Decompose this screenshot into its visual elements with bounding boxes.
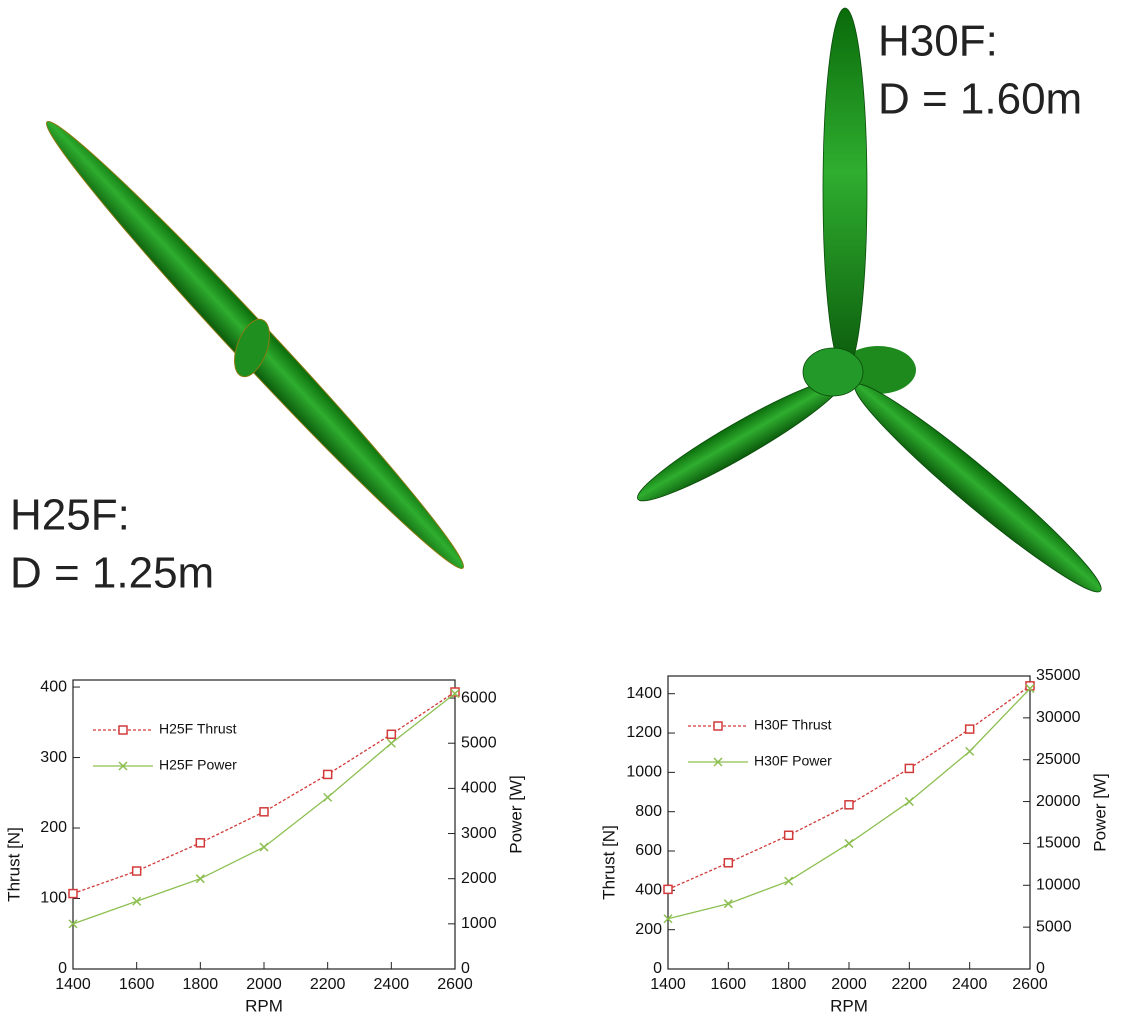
propeller-label: D = 1.25m [10, 549, 214, 598]
y-tick-label: 1000 [626, 764, 662, 781]
x-tick-label: 2200 [310, 976, 346, 993]
square-marker [845, 801, 853, 809]
x-tick-label: 2400 [374, 976, 410, 993]
series [664, 682, 1034, 894]
y2-tick-label: 35000 [1036, 667, 1081, 684]
x-marker [845, 839, 853, 847]
x-tick-label: 2400 [952, 976, 988, 993]
x-marker [724, 900, 732, 908]
x-marker [966, 747, 974, 755]
x-marker [905, 798, 913, 806]
y2-tick-label: 0 [1036, 960, 1045, 977]
y-axis-title: Thrust [N] [599, 825, 618, 900]
x-marker [387, 739, 395, 747]
x-tick-label: 2600 [437, 976, 473, 993]
x-tick-label: 2200 [892, 976, 928, 993]
x-tick-label: 2000 [831, 976, 867, 993]
y-tick-label: 400 [40, 678, 67, 695]
square-marker [451, 688, 459, 696]
y-axis-title: Thrust [N] [4, 827, 23, 902]
page: H25F: D = 1.25m H30F: D = 1.60m 1400 1600… [0, 0, 1126, 1025]
x-marker-stroke [196, 875, 204, 883]
y2-tick-label: 6000 [461, 689, 497, 706]
x-axis-title: RPM [830, 996, 868, 1015]
square-marker [133, 867, 141, 875]
x-marker-stroke [260, 843, 268, 851]
y2-tick-label: 3000 [461, 825, 497, 842]
legend-label: H30F Power [754, 753, 832, 769]
y-tick-label: 800 [635, 803, 662, 820]
x-tick-label: 1800 [183, 976, 219, 993]
square-marker [724, 859, 732, 867]
series-line [668, 686, 1030, 890]
square-marker [664, 885, 672, 893]
legend-label: H30F Thrust [754, 717, 832, 733]
legend-label: H25F Power [159, 757, 237, 773]
series-line [73, 692, 455, 894]
x-tick-label: 1600 [711, 976, 747, 993]
y2-tick-label: 1000 [461, 915, 497, 932]
y-tick-label: 600 [635, 842, 662, 859]
square-marker [69, 890, 77, 898]
x-tick-label: 1600 [119, 976, 155, 993]
x-marker [196, 875, 204, 883]
y2-tick-label: 30000 [1036, 709, 1081, 726]
propeller-label: H25F: [10, 491, 130, 540]
series [69, 688, 459, 898]
legend-label: H25F Thrust [159, 721, 237, 737]
x-marker [260, 843, 268, 851]
y2-tick-label: 10000 [1036, 877, 1081, 894]
y-tick-label: 0 [653, 960, 662, 977]
y2-tick-label: 0 [461, 960, 470, 977]
y2-axis-title: Power [W] [506, 775, 525, 853]
square-marker [196, 839, 204, 847]
square-marker [387, 730, 395, 738]
x-marker-stroke [387, 739, 395, 747]
y2-tick-label: 2000 [461, 870, 497, 887]
y2-tick-label: 4000 [461, 780, 497, 797]
figure: H25F: D = 1.25m H30F: D = 1.60m 1400 1600… [0, 0, 1126, 1025]
x-tick-label: 2000 [246, 976, 282, 993]
x-marker-stroke [845, 839, 853, 847]
y2-tick-label: 5000 [461, 734, 497, 751]
x-marker-stroke [905, 798, 913, 806]
x-marker-stroke [724, 900, 732, 908]
y2-axis-title: Power [W] [1090, 773, 1109, 851]
square-marker [324, 770, 332, 778]
y-tick-label: 1200 [626, 724, 662, 741]
y-tick-label: 300 [40, 749, 67, 766]
square-marker [966, 725, 974, 733]
x-tick-label: 1800 [771, 976, 807, 993]
y2-tick-label: 5000 [1036, 918, 1072, 935]
x-tick-label: 1400 [650, 976, 686, 993]
x-marker-stroke [133, 897, 141, 905]
legend-marker [119, 726, 127, 734]
x-tick-label: 2600 [1012, 976, 1048, 993]
y-tick-label: 200 [635, 921, 662, 938]
square-marker [260, 808, 268, 816]
y2-tick-label: 20000 [1036, 793, 1081, 810]
x-marker-stroke [324, 793, 332, 801]
x-axis-title: RPM [245, 996, 283, 1015]
y-tick-label: 0 [58, 960, 67, 977]
x-marker [133, 897, 141, 905]
plot-frame [73, 680, 455, 969]
propeller-label: D = 1.60m [878, 75, 1082, 124]
y-tick-label: 400 [635, 882, 662, 899]
plot-frame [668, 676, 1030, 969]
legend-marker [714, 722, 722, 730]
y2-tick-label: 15000 [1036, 835, 1081, 852]
y2-tick-label: 25000 [1036, 751, 1081, 768]
square-marker [905, 764, 913, 772]
square-marker [785, 831, 793, 839]
x-marker [324, 793, 332, 801]
x-marker-stroke [966, 747, 974, 755]
x-marker-stroke [785, 877, 793, 885]
x-tick-label: 1400 [55, 976, 91, 993]
propeller-label: H30F: [878, 17, 998, 66]
y-tick-label: 1400 [626, 685, 662, 702]
x-marker [785, 877, 793, 885]
y-tick-label: 200 [40, 819, 67, 836]
y-tick-label: 100 [40, 890, 67, 907]
